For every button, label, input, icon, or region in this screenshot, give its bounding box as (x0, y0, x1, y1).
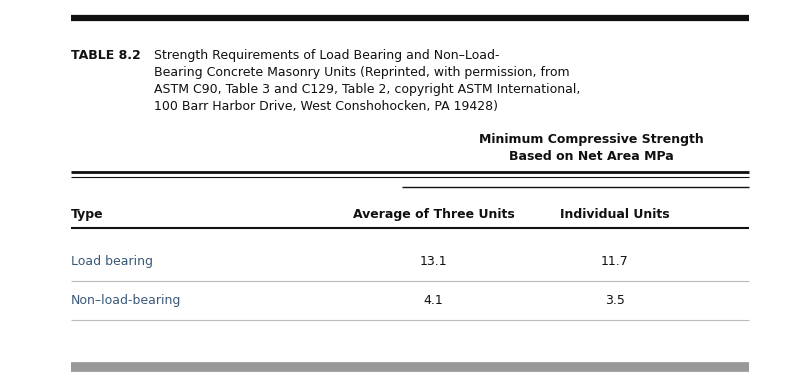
Text: 13.1: 13.1 (419, 255, 448, 268)
Text: 3.5: 3.5 (604, 294, 625, 307)
Text: Strength Requirements of Load Bearing and Non–Load-
Bearing Concrete Masonry Uni: Strength Requirements of Load Bearing an… (154, 49, 580, 113)
Text: Non–load-bearing: Non–load-bearing (71, 294, 181, 307)
Text: Individual Units: Individual Units (559, 208, 670, 221)
Text: Load bearing: Load bearing (71, 255, 153, 268)
Text: Minimum Compressive Strength
Based on Net Area MPa: Minimum Compressive Strength Based on Ne… (478, 133, 704, 163)
Text: Average of Three Units: Average of Three Units (352, 208, 515, 221)
Text: 11.7: 11.7 (600, 255, 629, 268)
Text: Type: Type (71, 208, 103, 221)
Text: TABLE 8.2: TABLE 8.2 (71, 49, 141, 62)
Text: 4.1: 4.1 (423, 294, 444, 307)
